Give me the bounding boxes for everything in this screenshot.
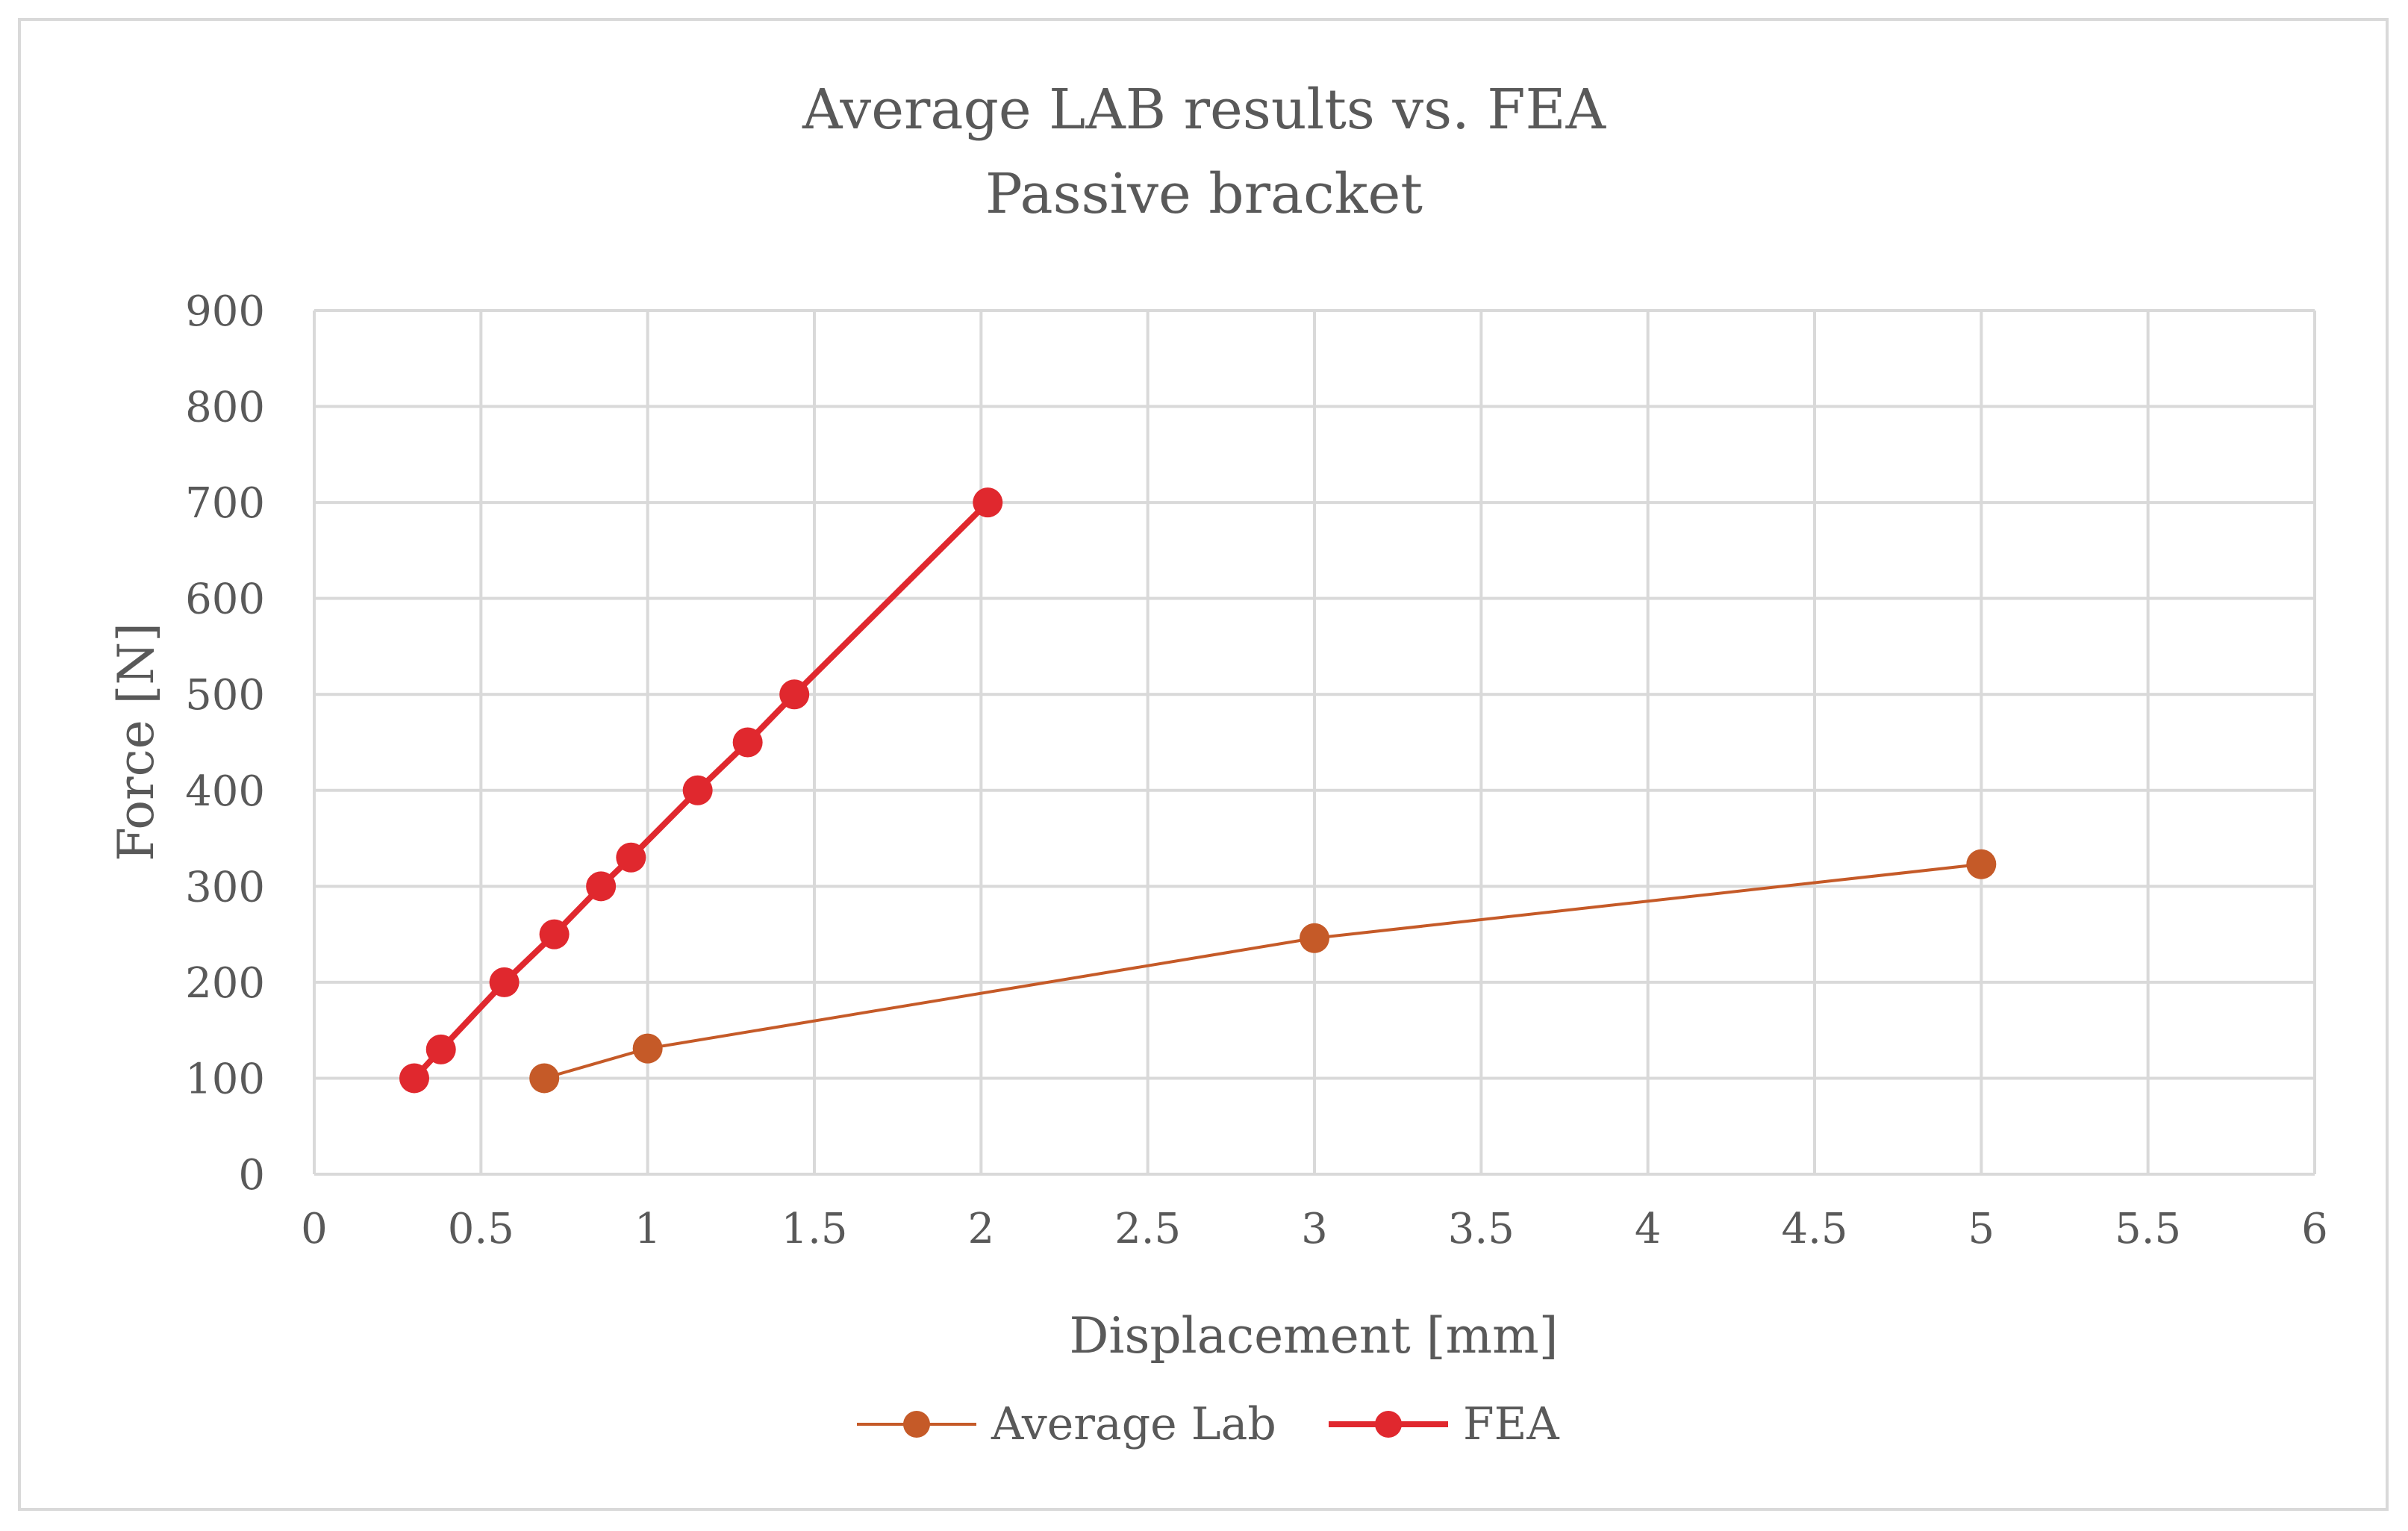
legend-marker-average-lab: [903, 1411, 930, 1438]
data-point-fea: [779, 679, 810, 710]
series-line-fea: [412, 500, 991, 1081]
x-tick-label: 1.5: [781, 1205, 847, 1253]
x-tick-label: 3: [1301, 1205, 1328, 1253]
data-point-fea: [489, 967, 520, 997]
y-tick-labels: 0 100 200 300 400 500 600 700 800 900: [185, 287, 265, 1200]
data-point-fea: [732, 727, 763, 758]
y-tick-label: 500: [185, 671, 265, 720]
x-tick-label: 5: [1968, 1205, 1995, 1253]
y-tick-label: 0: [238, 1151, 265, 1200]
y-tick-label: 800: [185, 384, 265, 432]
x-tick-label: 2: [968, 1205, 995, 1253]
legend-marker-fea: [1375, 1411, 1402, 1438]
y-tick-label: 100: [185, 1055, 265, 1103]
chart-title-line-2: Passive bracket: [985, 162, 1423, 226]
x-tick-label: 4.5: [1781, 1205, 1847, 1253]
y-axis-title: Force [N]: [107, 623, 165, 861]
x-tick-label: 2.5: [1114, 1205, 1181, 1253]
data-point-fea: [616, 842, 646, 873]
data-point-fea: [425, 1034, 456, 1064]
gridlines: [313, 309, 2316, 1176]
x-tick-label: 6: [2301, 1205, 2328, 1253]
y-tick-label: 600: [185, 576, 265, 624]
x-tick-labels: 0 0.5 1 1.5 2 2.5 3 3.5 4 4.5 5 5.5 6: [301, 1205, 2328, 1253]
x-tick-label: 5.5: [2115, 1205, 2181, 1253]
x-tick-label: 1: [634, 1205, 661, 1253]
x-tick-label: 4: [1635, 1205, 1662, 1253]
chart-title-line-1: Average LAB results vs. FEA: [802, 78, 1607, 142]
series-line-average-lab: [543, 862, 1982, 1080]
data-point-fea: [973, 487, 1003, 518]
legend: Average Lab FEA: [857, 1398, 1559, 1450]
series-layer: [399, 487, 1997, 1094]
data-point-fea: [399, 1063, 429, 1094]
y-tick-label: 400: [185, 767, 265, 816]
data-point-fea: [586, 871, 617, 902]
legend-label-average-lab: Average Lab: [991, 1398, 1276, 1450]
data-point-average-lab: [632, 1033, 663, 1064]
y-tick-label: 200: [185, 959, 265, 1008]
series-fea: [399, 487, 1003, 1094]
data-point-average-lab: [1300, 923, 1329, 953]
y-tick-label: 900: [185, 287, 265, 336]
legend-label-fea: FEA: [1463, 1398, 1559, 1450]
y-tick-label: 300: [185, 863, 265, 911]
data-point-fea: [539, 919, 570, 950]
data-point-fea: [682, 775, 713, 805]
y-tick-label: 700: [185, 479, 265, 528]
series-average-lab: [529, 849, 1997, 1094]
x-tick-label: 0: [301, 1205, 328, 1253]
x-tick-label: 0.5: [448, 1205, 514, 1253]
chart-frame: [18, 18, 2389, 1511]
x-axis-title: Displacement [mm]: [1070, 1307, 1559, 1365]
data-point-average-lab: [529, 1063, 560, 1094]
data-point-average-lab: [1966, 849, 1997, 879]
x-tick-label: 3.5: [1448, 1205, 1515, 1253]
